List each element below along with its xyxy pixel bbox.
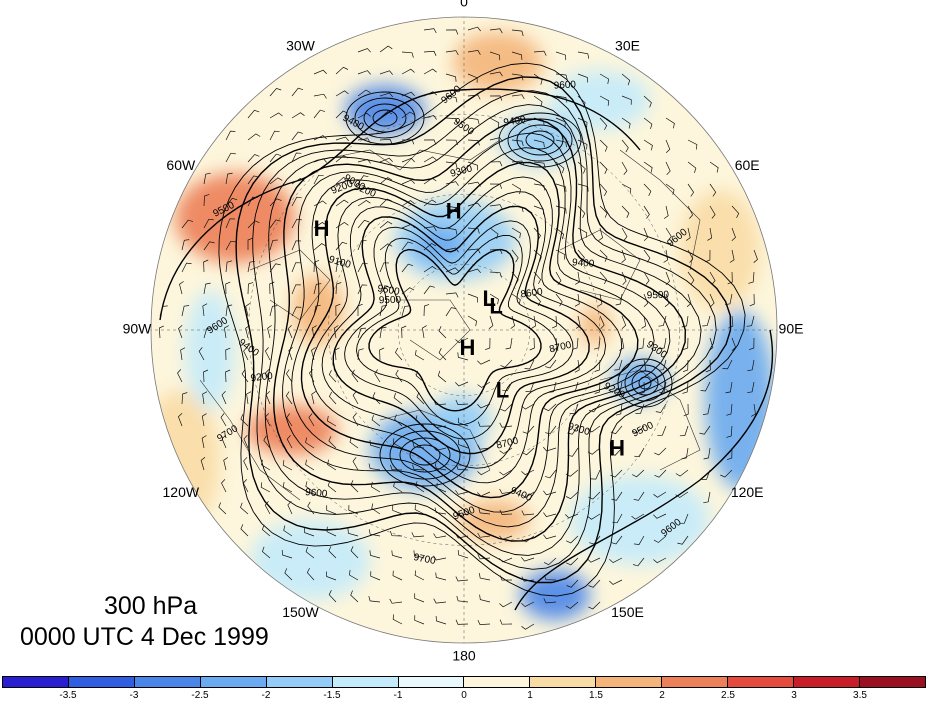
longitude-label: 150E — [611, 604, 644, 620]
colorbar-segment — [3, 677, 69, 687]
contour-label: 9600 — [305, 487, 329, 500]
longitude-label: 60W — [166, 157, 196, 173]
colorbar-tick-label: 3.5 — [853, 690, 867, 701]
contour-label: 8600 — [520, 286, 544, 300]
colorbar-tick-label: -3.5 — [59, 690, 77, 701]
colorbar-tick-label: 2 — [659, 690, 665, 701]
longitude-labels: 0 30W 60W 90W 120W 150W 180 150E 120E 90E 60E 30E — [123, 0, 804, 664]
low-pressure-marker: L — [482, 286, 495, 311]
colorbar-tick-label: 0 — [461, 690, 467, 701]
longitude-label: 120W — [163, 484, 200, 500]
contour-label: 9400 — [503, 114, 527, 128]
high-pressure-marker: H — [446, 199, 462, 224]
colorbar-tick-label: 2.5 — [721, 690, 735, 701]
colorbar-segment — [596, 677, 663, 687]
colorbar-segment — [134, 677, 201, 687]
longitude-label: 30E — [615, 38, 640, 54]
colorbar-tick-label: -2.5 — [191, 690, 209, 701]
longitude-label: 120E — [731, 484, 764, 500]
low-pressure-marker: L — [489, 293, 502, 318]
colorbar-tick-label: -2 — [261, 690, 271, 701]
map-border — [150, 16, 778, 644]
longitude-label: 150W — [282, 604, 319, 620]
colorbar-segment — [68, 677, 135, 687]
longitude-label: 60E — [735, 157, 760, 173]
contour-label: 9500 — [377, 283, 401, 298]
high-pressure-marker: H — [459, 335, 475, 360]
colorbar-segment — [794, 677, 860, 687]
colorbar-segment — [859, 677, 925, 687]
contour-label: 9400 — [572, 257, 595, 270]
longitude-label: 0 — [460, 0, 468, 10]
longitude-label: 30W — [286, 38, 316, 54]
contour-label: 9500 — [379, 295, 402, 306]
colorbar-tick-label: 1.5 — [589, 690, 603, 701]
colorbar-segment — [266, 677, 333, 687]
colorbar-segment — [728, 677, 795, 687]
colorbar-tick-label: -3 — [129, 690, 139, 701]
longitude-label: 90E — [779, 321, 804, 337]
high-pressure-marker: H — [609, 435, 625, 460]
level-title: 300 hPa — [104, 592, 198, 620]
height-contours — [159, 62, 774, 611]
low-pressure-marker: L — [496, 377, 509, 402]
contour-label: 8700 — [548, 340, 573, 356]
longitude-label: 180 — [452, 648, 476, 664]
anomaly-colorbar — [2, 676, 926, 688]
valid-time-title: 0000 UTC 4 Dec 1999 — [20, 623, 269, 651]
longitude-label: 90W — [123, 321, 153, 337]
contour-label: 8700 — [495, 435, 520, 451]
colorbar-segment — [530, 677, 597, 687]
contour-label: 9600 — [553, 79, 576, 91]
colorbar-segment — [200, 677, 267, 687]
contour-label: 9700 — [413, 552, 437, 567]
colorbar-tick-label: -1 — [393, 690, 403, 701]
colorbar-tick-label: -1.5 — [323, 690, 341, 701]
colorbar-segment — [398, 677, 465, 687]
colorbar-segment — [464, 677, 531, 687]
contour-label: 9500 — [647, 290, 670, 302]
high-pressure-marker: H — [314, 216, 330, 241]
contour-label: 9200 — [250, 371, 274, 385]
colorbar-segment — [662, 677, 729, 687]
colorbar-tick-label: 1 — [527, 690, 533, 701]
colorbar-tick-label: 3 — [791, 690, 797, 701]
wind-barbs — [158, 26, 758, 630]
colorbar-segment — [332, 677, 399, 687]
